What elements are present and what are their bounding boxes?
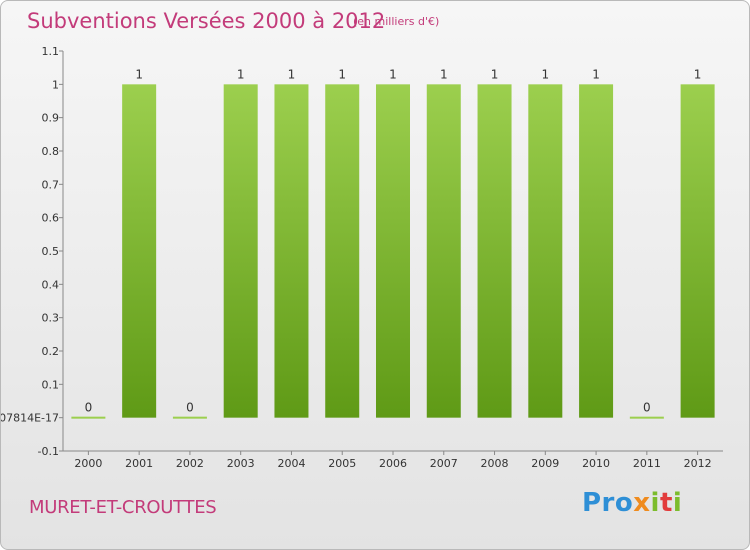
x-tick-label: 2002 xyxy=(176,457,204,470)
bar-2002 xyxy=(172,416,207,419)
data-label-2001: 1 xyxy=(135,67,143,81)
proxiti-logo: Proxiti xyxy=(582,488,682,518)
bar-2003 xyxy=(223,84,258,418)
y-tick-label: 1.3877787807814E-17 xyxy=(1,412,59,425)
y-tick-label: 0.9 xyxy=(42,112,60,125)
bar-2004 xyxy=(274,84,309,418)
bar-2010 xyxy=(579,84,614,418)
y-tick-label: 1.1 xyxy=(42,45,60,58)
x-tick-label: 2012 xyxy=(684,457,712,470)
bar-2008 xyxy=(477,84,512,418)
data-label-2012: 1 xyxy=(694,67,702,81)
bar-2005 xyxy=(325,84,360,418)
x-tick-label: 2009 xyxy=(531,457,559,470)
chart-title: Subventions Versées 2000 à 2012 xyxy=(27,9,386,33)
data-label-2000: 0 xyxy=(85,401,93,415)
bar-2001 xyxy=(122,84,157,418)
y-tick-label: 0.3 xyxy=(42,312,60,325)
data-label-2002: 0 xyxy=(186,401,194,415)
bar-2012 xyxy=(680,84,715,418)
chart-subtitle: (en milliers d'€) xyxy=(353,15,440,28)
y-tick-label: 0.8 xyxy=(42,145,60,158)
data-label-2010: 1 xyxy=(592,67,600,81)
data-label-2011: 0 xyxy=(643,401,651,415)
place-name: MURET-ET-CROUTTES xyxy=(29,497,217,518)
logo-part-5: i xyxy=(672,488,683,518)
x-tick-label: 2007 xyxy=(430,457,458,470)
logo-part-2: x xyxy=(633,488,651,518)
x-tick-label: 2004 xyxy=(277,457,305,470)
bar-2007 xyxy=(426,84,461,418)
data-label-2005: 1 xyxy=(338,67,346,81)
x-tick-label: 2005 xyxy=(328,457,356,470)
data-label-2009: 1 xyxy=(541,67,549,81)
data-label-2004: 1 xyxy=(288,67,296,81)
data-label-2008: 1 xyxy=(491,67,499,81)
x-tick-label: 2011 xyxy=(633,457,661,470)
logo-part-4: t xyxy=(659,488,673,518)
x-tick-label: 2003 xyxy=(227,457,255,470)
y-tick-label: 0.6 xyxy=(42,212,60,225)
data-label-2003: 1 xyxy=(237,67,245,81)
logo-part-1: Pro xyxy=(582,488,634,518)
x-tick-label: 2010 xyxy=(582,457,610,470)
y-tick-label: 0.2 xyxy=(42,345,60,358)
x-tick-label: 2000 xyxy=(74,457,102,470)
y-tick-label: -0.1 xyxy=(38,445,59,458)
bar-2009 xyxy=(528,84,563,418)
x-tick-label: 2006 xyxy=(379,457,407,470)
y-tick-label: 0.7 xyxy=(42,178,60,191)
y-tick-label: 0.1 xyxy=(42,378,60,391)
data-label-2007: 1 xyxy=(440,67,448,81)
bar-2006 xyxy=(376,84,410,418)
bar-2000 xyxy=(71,416,106,419)
data-label-2006: 1 xyxy=(389,67,397,81)
y-tick-label: 0.5 xyxy=(42,245,60,258)
x-tick-label: 2001 xyxy=(125,457,153,470)
y-tick-label: 0.4 xyxy=(42,278,60,291)
logo-part-3: i xyxy=(650,488,660,518)
bar-2011 xyxy=(629,416,664,419)
y-tick-label: 1 xyxy=(52,78,59,91)
x-tick-label: 2008 xyxy=(481,457,509,470)
